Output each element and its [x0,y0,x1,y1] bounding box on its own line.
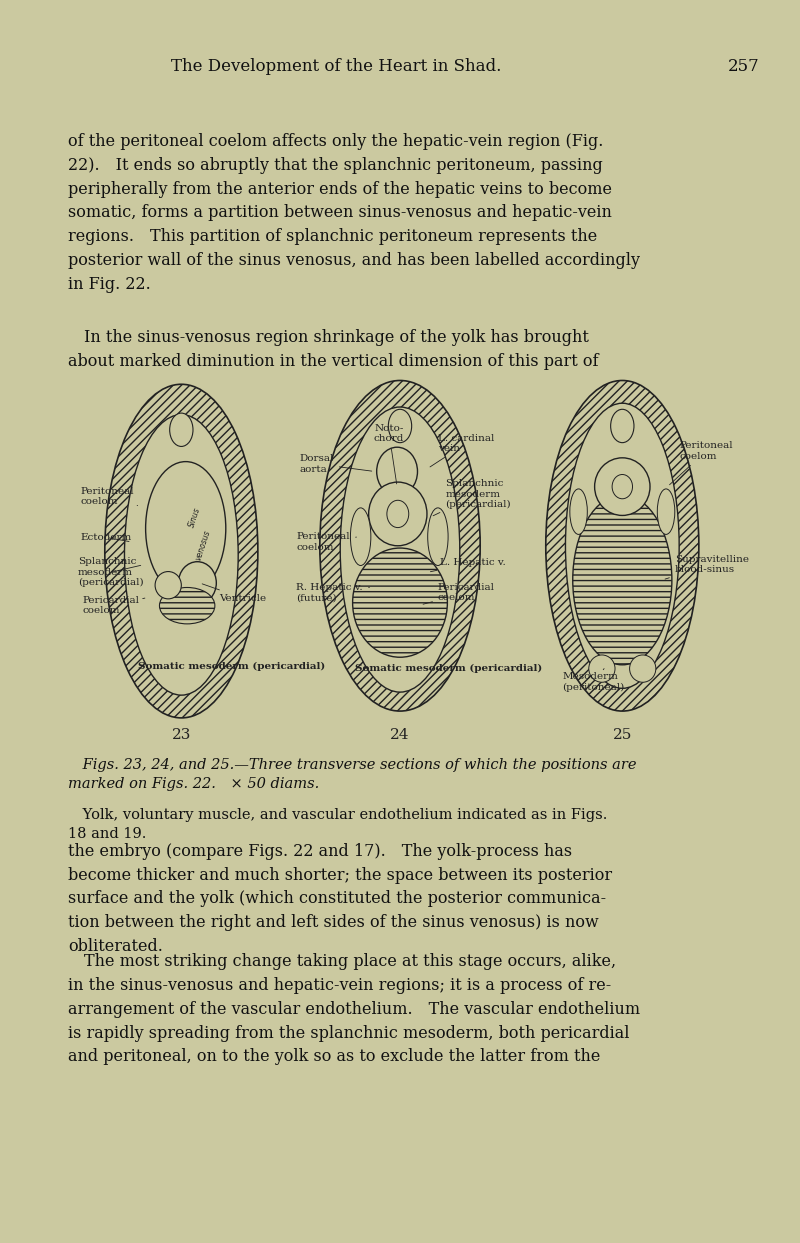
Ellipse shape [377,447,418,496]
Ellipse shape [369,482,427,546]
Ellipse shape [155,572,182,599]
Ellipse shape [658,488,674,534]
Ellipse shape [594,457,650,516]
Text: Peritoneal
coelom: Peritoneal coelom [297,532,357,552]
Ellipse shape [387,500,409,527]
Ellipse shape [105,384,258,718]
Text: Yolk, voluntary muscle, and vascular endothelium indicated as in Figs.
18 and 19: Yolk, voluntary muscle, and vascular end… [68,808,607,842]
Ellipse shape [573,495,672,665]
Ellipse shape [428,508,448,566]
Ellipse shape [610,409,634,443]
Text: 257: 257 [728,58,760,76]
Text: the embryo (compare Figs. 22 and 17). The yolk-process has
become thicker and mu: the embryo (compare Figs. 22 and 17). Th… [68,843,612,955]
Text: 25: 25 [613,728,632,742]
Ellipse shape [340,406,460,692]
Ellipse shape [612,475,633,498]
Ellipse shape [353,548,447,658]
Text: Mesoderm
(peritoneal): Mesoderm (peritoneal) [562,669,625,692]
Text: Sinus: Sinus [187,506,202,528]
Ellipse shape [589,655,615,682]
Ellipse shape [630,655,656,682]
Text: Figs. 23, 24, and 25.—Three transverse sections of which the positions are
marke: Figs. 23, 24, and 25.—Three transverse s… [68,758,637,792]
Text: Somatic mesoderm (pericardial): Somatic mesoderm (pericardial) [355,664,542,674]
Ellipse shape [146,461,226,595]
Text: Splanchnic
mesoderm
(pericardial): Splanchnic mesoderm (pericardial) [433,480,511,516]
Ellipse shape [566,403,679,689]
Text: R. Hepatic v.
(future): R. Hepatic v. (future) [297,583,370,603]
Text: L. Hepatic v.: L. Hepatic v. [430,558,506,572]
Ellipse shape [125,415,238,695]
Ellipse shape [388,409,412,443]
Text: L. cardinal
vein: L. cardinal vein [430,434,494,467]
Text: Ventricle: Ventricle [202,584,266,603]
Text: The most striking change taking place at this stage occurs, alike,
in the sinus-: The most striking change taking place at… [68,953,640,1065]
Text: Somatic mesoderm (pericardial): Somatic mesoderm (pericardial) [138,661,325,671]
Text: In the sinus-venosus region shrinkage of the yolk has brought
about marked dimin: In the sinus-venosus region shrinkage of… [68,329,598,370]
Text: venosus: venosus [194,528,212,562]
Text: Pericardial
coelom: Pericardial coelom [423,583,495,604]
Text: Ectoderm: Ectoderm [81,533,132,542]
Text: 24: 24 [390,728,410,742]
Text: Peritoneal
coelom: Peritoneal coelom [670,441,733,485]
Text: of the peritoneal coelom affects only the hepatic-vein region (Fig.
22). It ends: of the peritoneal coelom affects only th… [68,133,640,292]
Ellipse shape [178,562,216,604]
Text: Peritoneal
coelom: Peritoneal coelom [81,487,138,506]
Ellipse shape [320,380,480,711]
Ellipse shape [170,413,193,446]
Ellipse shape [546,380,699,711]
Text: The Development of the Heart in Shad.: The Development of the Heart in Shad. [171,58,501,76]
Text: Supravitelline
blood-sinus: Supravitelline blood-sinus [665,556,749,579]
Ellipse shape [350,508,371,566]
Ellipse shape [570,488,587,534]
Text: 23: 23 [172,728,191,742]
Ellipse shape [159,588,215,624]
Text: Splanchnic
mesoderm
(pericardial): Splanchnic mesoderm (pericardial) [78,557,143,587]
Text: Dorsal
aorta: Dorsal aorta [299,454,372,474]
Text: Pericardial
coelom: Pericardial coelom [83,595,145,615]
Text: Noto-
chord: Noto- chord [374,424,404,484]
